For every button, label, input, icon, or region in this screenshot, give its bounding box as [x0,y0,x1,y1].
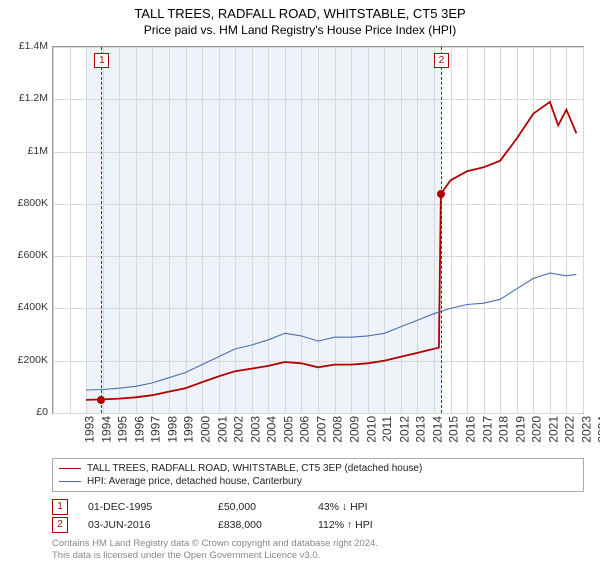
legend-box: TALL TREES, RADFALL ROAD, WHITSTABLE, CT… [52,458,584,492]
line-series [53,47,583,413]
plot-area: 12 [52,46,584,414]
sales-table: 101-DEC-1995£50,00043% ↓ HPI203-JUN-2016… [52,498,584,534]
chart-container: TALL TREES, RADFALL ROAD, WHITSTABLE, CT… [0,0,600,560]
series-property [86,102,576,400]
footer-text: Contains HM Land Registry data © Crown c… [52,534,584,562]
chart-title: TALL TREES, RADFALL ROAD, WHITSTABLE, CT… [0,0,600,21]
series-hpi [86,273,576,390]
footer-line-1: Contains HM Land Registry data © Crown c… [52,538,584,550]
legend-and-footer: TALL TREES, RADFALL ROAD, WHITSTABLE, CT… [52,458,584,562]
chart-subtitle: Price paid vs. HM Land Registry's House … [0,21,600,41]
